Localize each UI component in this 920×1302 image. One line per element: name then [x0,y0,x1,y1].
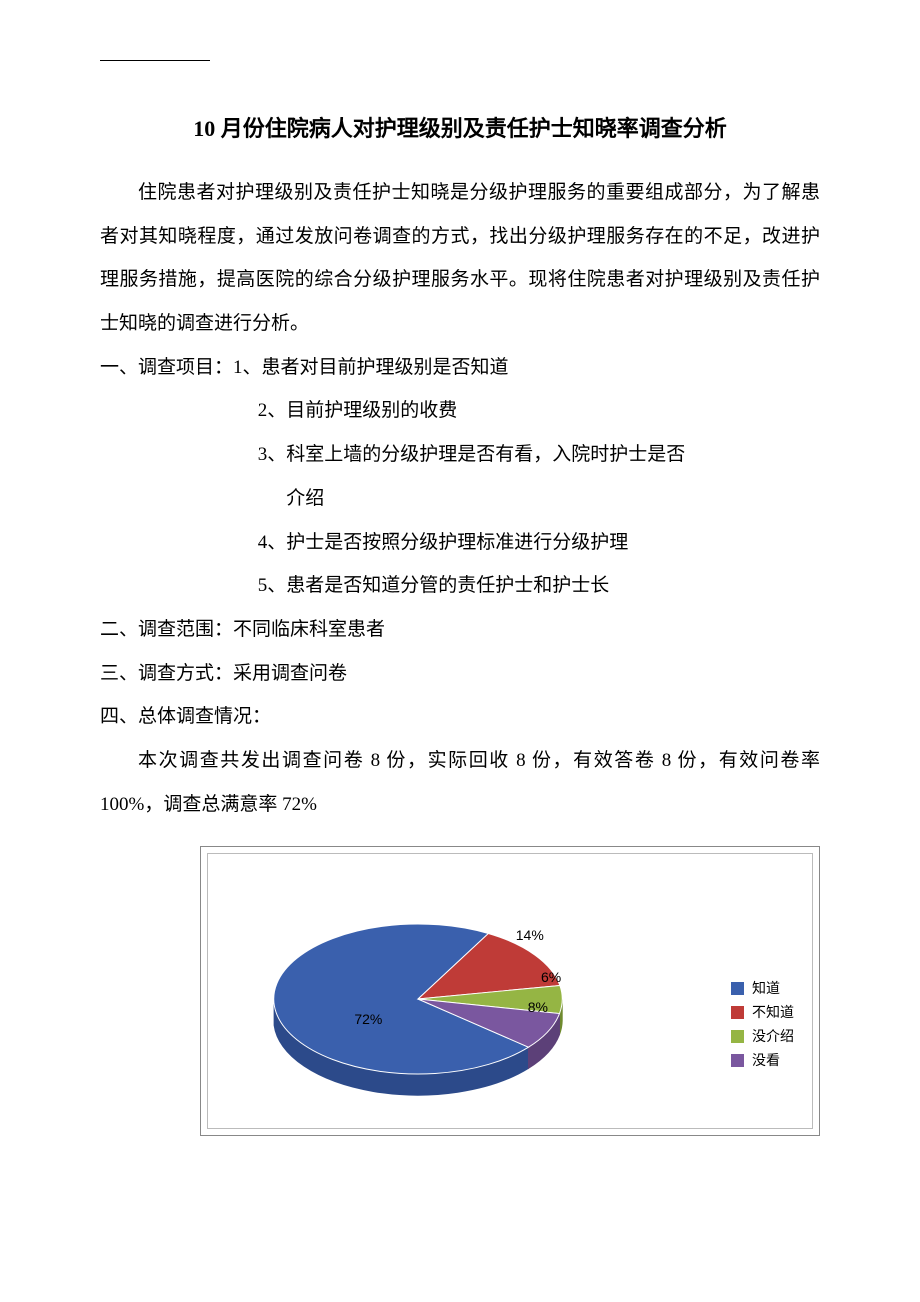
legend-label: 不知道 [752,1002,794,1022]
section-4-head: 四、总体调查情况： [100,695,820,739]
page-title: 10 月份住院病人对护理级别及责任护士知晓率调查分析 [100,111,820,143]
top-divider [100,60,210,61]
section-1-item-3b: 介绍 [100,477,820,521]
legend-swatch [731,1054,744,1067]
legend-label: 没介绍 [752,1026,794,1046]
legend-row: 不知道 [731,1002,794,1022]
legend-row: 没介绍 [731,1026,794,1046]
section-2: 二、调查范围：不同临床科室患者 [100,608,820,652]
intro-paragraph: 住院患者对护理级别及责任护士知晓是分级护理服务的重要组成部分，为了解患者对其知晓… [100,171,820,346]
section-1-item-4: 4、护士是否按照分级护理标准进行分级护理 [100,521,820,565]
legend-swatch [731,1006,744,1019]
legend-label: 没看 [752,1050,780,1070]
pie-chart-container: 知道不知道没介绍没看 72% 14% 6% 8% [200,846,820,1136]
legend-label: 知道 [752,978,780,998]
pie-percent-label: 14% [516,927,544,943]
section-1-item-5: 5、患者是否知道分管的责任护士和护士长 [100,564,820,608]
section-1-head: 一、调查项目：1、患者对目前护理级别是否知道 [100,346,820,390]
legend-swatch [731,1030,744,1043]
legend-row: 知道 [731,978,794,998]
pie-percent-label: 6% [541,969,561,985]
pie-percent-label: 8% [528,999,548,1015]
legend-row: 没看 [731,1050,794,1070]
section-1-item-2: 2、目前护理级别的收费 [100,389,820,433]
section-3: 三、调查方式：采用调查问卷 [100,652,820,696]
section-1-item-3a: 3、科室上墙的分级护理是否有看，入院时护士是否 [100,433,820,477]
legend-swatch [731,982,744,995]
section-4-body: 本次调查共发出调查问卷 8 份，实际回收 8 份，有效答卷 8 份，有效问卷率 … [100,739,820,826]
pie-chart-inner-border: 知道不知道没介绍没看 72% 14% 6% 8% [207,853,813,1129]
pie-percent-label: 72% [354,1011,382,1027]
pie-legend: 知道不知道没介绍没看 [731,974,794,1074]
